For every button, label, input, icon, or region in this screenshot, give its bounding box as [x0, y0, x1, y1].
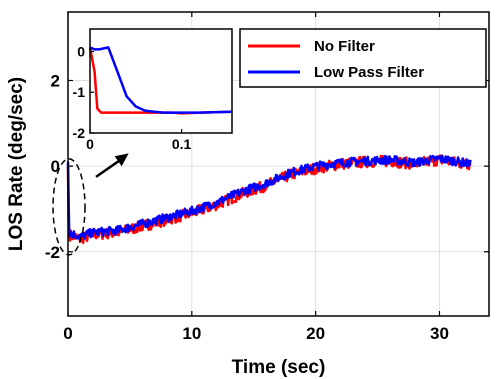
zoom-arrow: [95, 153, 129, 178]
x-tick-label-20: 20: [306, 324, 325, 343]
main-ticks: 0 10 20 30-202: [45, 12, 489, 343]
legend-label-low-pass-filter: Low Pass Filter: [314, 64, 424, 81]
main-series-layer: [66, 154, 472, 245]
legend: No Filter Low Pass Filter: [239, 28, 487, 88]
x-tick-label-30: 30: [430, 324, 449, 343]
zoom-arrow-shaft: [95, 157, 124, 178]
zoom-arrow-head: [114, 153, 129, 167]
inset-background: [90, 29, 232, 133]
inset-ticks: 0 0.1 -2 -1 0: [73, 43, 192, 152]
y-tick-label-2: 2: [51, 72, 60, 91]
x-axis-label: Time (sec): [232, 357, 326, 378]
legend-label-no-filter: No Filter: [314, 38, 375, 55]
y-tick-label-2: -2: [45, 243, 60, 262]
x-tick-label-0: 0: [63, 324, 72, 343]
legend-box: [239, 28, 487, 88]
inset-plot: 0 0.1 -2 -1 0: [73, 28, 233, 152]
x-tick-label-10: 10: [182, 324, 201, 343]
inset-series-line-low-pass-filter: [89, 46, 233, 114]
inset-x-tick-label-0-1: 0.1: [172, 136, 192, 152]
inset-y-tick-label-1: -1: [73, 84, 86, 100]
inset-series-layer: [88, 46, 233, 115]
main-plot-frame: [67, 11, 490, 317]
inset-y-tick-label-2: -2: [73, 125, 86, 141]
series-line-low-pass-filter: [66, 154, 472, 240]
y-tick-label-0: 0: [51, 157, 60, 176]
inset-x-tick-label-0: 0: [86, 136, 94, 152]
inset-frame: [89, 28, 233, 134]
y-axis-label: LOS Rate (deg/sec): [6, 77, 27, 251]
transient-highlight-ellipse: [52, 158, 86, 256]
inset-y-tick-label-0: 0: [77, 43, 85, 59]
